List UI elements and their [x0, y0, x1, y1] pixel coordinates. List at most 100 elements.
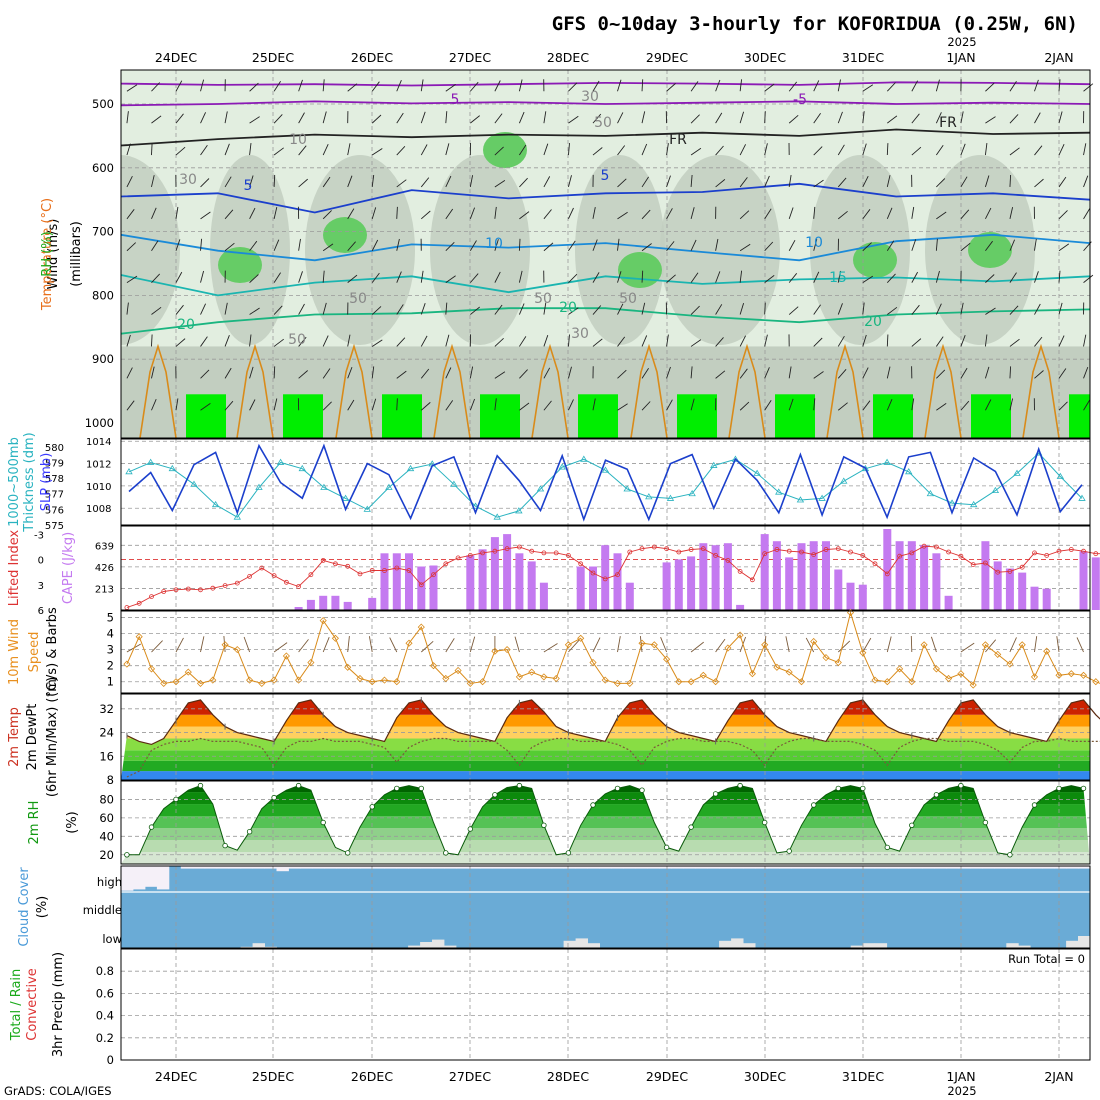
upper-wind-barb-158: [469, 207, 476, 219]
wind10-barb-16: [322, 637, 330, 653]
upper-wind-barb-58: [249, 175, 254, 188]
upper-wind-barb-397: [1009, 114, 1019, 124]
upper-wind-barb-431: [1083, 143, 1087, 156]
upper-wind-barb-297: [788, 81, 798, 92]
wind10-point-47: [699, 671, 707, 679]
upper-wind-barb-246: [666, 208, 673, 220]
upper-wind-barb-425: [1058, 302, 1063, 315]
rh2m-point-38: [590, 802, 596, 808]
upper-wind-barb-203: [568, 240, 576, 251]
upper-wind-barb-192: [543, 242, 554, 252]
upper-wind-barb-327: [837, 335, 845, 347]
upper-wind-barb-95: [322, 302, 327, 315]
rh-ytick-3: 80: [99, 792, 114, 806]
upper-wind-barb-170: [494, 239, 499, 251]
upper-wind-barb-424: [1058, 270, 1061, 283]
upper-wind-barb-276: [739, 111, 745, 124]
li-point-14: [296, 584, 302, 589]
rh2m-point-28: [467, 826, 473, 832]
cloud-high-gap-67: [922, 866, 935, 869]
upper-wind-barb-182: [518, 270, 523, 283]
upper-wind-barb-237: [641, 270, 644, 283]
wind10-point-42: [638, 639, 646, 647]
upper-wind-barb-82: [298, 238, 301, 251]
upper-wind-barb-271: [715, 304, 723, 315]
upper-wind-barb-229: [617, 369, 627, 379]
li-point-9: [234, 580, 240, 586]
upper-ytick-1: 600: [92, 161, 114, 175]
cape-bar-31: [503, 534, 512, 610]
li-point-30: [492, 548, 498, 554]
cloud-high-gap-48: [695, 866, 708, 869]
rh2m-point-72: [1007, 852, 1013, 858]
rh-shade-green-1: [618, 252, 662, 288]
upper-wind-barb-267: [715, 179, 726, 188]
upper-wind-barb-169: [494, 206, 497, 219]
wind10-point-68: [957, 670, 965, 678]
upper-wind-barb-214: [592, 239, 598, 251]
cape-bar-32: [515, 553, 524, 610]
upper-wind-barb-432: [1083, 175, 1089, 188]
cape-axis-label-1: CAPE (J/kg): [61, 532, 76, 604]
upper-wind-barb-11: [151, 82, 161, 92]
cape-ytick-0: 213: [95, 584, 114, 595]
upper-wind-barb-414: [1034, 303, 1041, 315]
wind10-point-37: [577, 634, 585, 642]
cloud-high-gap-64: [886, 866, 899, 869]
upper-wind-barb-111: [371, 114, 382, 124]
upper-wind-barb-223: [617, 178, 627, 188]
cloud-high-gap-22: [384, 866, 397, 869]
li-point-76: [1056, 548, 1062, 554]
upper-wind-barb-281: [739, 270, 743, 283]
cape-bar-57: [822, 541, 830, 610]
chart-panels: 24DEC 24DEC 25DEC 25DEC 26DEC 26DEC 27DEC 27DEC…: [7, 50, 1100, 1084]
thickness-point-1: [146, 458, 155, 465]
temp2m-frame: [120, 693, 1091, 781]
upper-wind-barb-72: [273, 272, 281, 283]
upper-wind-barb-86: [298, 370, 308, 379]
li-point-22: [394, 565, 400, 571]
cloud-frame: [120, 865, 1091, 949]
thickness-point-39: [969, 500, 978, 508]
upper-wind-barb-319: [837, 79, 841, 92]
upper-wind-barb-98: [322, 401, 332, 411]
upper-wind-barb-384: [960, 400, 970, 411]
upper-wind-barb-302: [788, 239, 796, 251]
thickness-ytick-1: 576: [45, 505, 64, 516]
rh2m-point-20: [369, 804, 375, 810]
cape-bar-21: [380, 553, 389, 610]
upper-wind-barb-167: [494, 146, 504, 156]
bl-temp-spike-9: [1022, 343, 1060, 439]
li-point-62: [884, 571, 890, 577]
upper-wind-barb-385: [985, 82, 995, 92]
cloud-high-gap-79: [1066, 866, 1079, 869]
li-point-15: [308, 572, 314, 578]
upper-wind-barb-308: [813, 80, 820, 92]
bl-temp-spike-2: [335, 343, 373, 439]
upper-wind-barb-30: [175, 338, 186, 347]
wind10-barb-18: [347, 636, 350, 653]
wind10-point-69: [969, 681, 977, 689]
li-point-17: [332, 561, 338, 567]
li-point-68: [958, 553, 964, 559]
li-point-71: [995, 569, 1001, 575]
upper-wind-barb-52: [224, 335, 230, 347]
cloud-low-gap-52: [743, 943, 756, 948]
thickness-point-17: [493, 513, 501, 520]
rh-band-2: [121, 828, 1090, 841]
cape-bar-22: [392, 553, 401, 610]
upper-wind-barb-359: [911, 304, 920, 315]
upper-wind-barb-159: [469, 240, 477, 251]
upper-wind-barb-259: [690, 272, 699, 283]
thickness-point-30: [775, 488, 783, 495]
wind10-point-63: [896, 665, 904, 673]
upper-contour-label-4: 5: [244, 178, 253, 194]
upper-wind-barb-400: [1009, 207, 1014, 219]
wind10-barb-54: [785, 636, 790, 653]
cloud-high-gap-66: [910, 866, 923, 869]
wind10-point-62: [883, 678, 891, 686]
date-label-top-8: 1JAN: [946, 50, 975, 65]
upper-wind-barb-161: [470, 306, 480, 315]
upper-wind-barb-341: [886, 82, 896, 92]
upper-wind-barb-14: [151, 175, 155, 188]
